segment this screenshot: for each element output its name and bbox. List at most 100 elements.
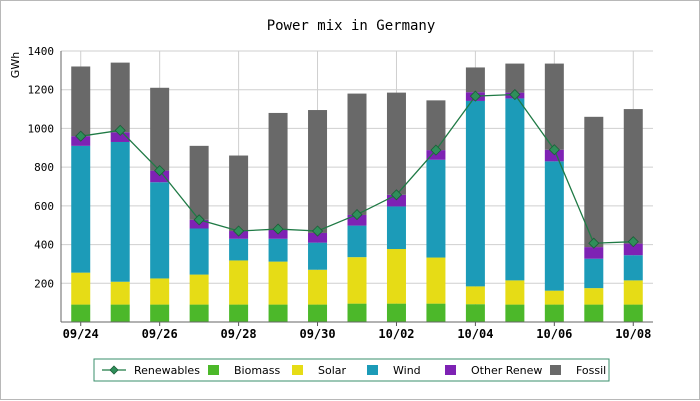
- bar-biomass: [347, 303, 367, 322]
- x-tick-label: 10/04: [457, 327, 493, 341]
- bar-other-renew: [150, 170, 170, 183]
- x-tick-label: 10/02: [378, 327, 414, 341]
- x-tick-label: 09/24: [63, 327, 99, 341]
- bar-solar: [426, 257, 446, 304]
- legend-label-wind: Wind: [393, 364, 421, 377]
- bar-biomass: [584, 304, 604, 322]
- bar-biomass: [623, 304, 643, 322]
- y-tick-label: 400: [34, 239, 54, 252]
- bar-solar: [189, 274, 209, 305]
- renewables-point: [627, 236, 639, 248]
- bar-solar: [584, 288, 604, 305]
- bar-wind: [308, 242, 328, 270]
- legend-label-biomass: Biomass: [234, 364, 281, 377]
- x-tick-label: 10/08: [615, 327, 651, 341]
- bar-biomass: [268, 304, 288, 322]
- bar-fossil: [150, 87, 170, 171]
- legend-label-renewables: Renewables: [134, 364, 200, 377]
- renewables-point: [548, 144, 560, 156]
- renewables-point: [75, 130, 87, 142]
- x-tick-label: 09/28: [221, 327, 257, 341]
- bar-solar: [308, 269, 328, 305]
- bar-fossil: [110, 62, 130, 133]
- y-axis-label: GWh: [9, 52, 22, 78]
- renewables-point: [311, 225, 324, 237]
- bar-biomass: [544, 304, 564, 322]
- bar-fossil: [347, 93, 367, 215]
- legend-swatch-wind: [367, 365, 378, 375]
- bar-solar: [465, 286, 485, 305]
- bar-wind: [544, 161, 564, 291]
- renewables-point: [193, 214, 205, 226]
- legend-label-other-renew: Other Renew: [471, 364, 542, 377]
- renewables-point: [588, 237, 600, 249]
- bar-solar: [71, 272, 91, 305]
- legend-swatch-solar: [292, 365, 303, 375]
- y-tick-label: 600: [34, 200, 54, 213]
- y-tick-label: 800: [34, 161, 54, 174]
- legend-label-fossil: Fossil: [576, 364, 606, 377]
- bar-solar: [386, 249, 406, 304]
- bar-fossil: [189, 145, 209, 220]
- bar-other-renew: [544, 149, 564, 162]
- bar-wind: [268, 238, 288, 262]
- x-tick-label: 10/06: [536, 327, 572, 341]
- bar-fossil: [386, 92, 406, 195]
- bar-other-renew: [347, 214, 367, 226]
- bar-solar: [229, 260, 249, 305]
- y-tick-label: 1400: [28, 45, 55, 58]
- bar-fossil: [308, 110, 328, 233]
- bar-wind: [347, 225, 367, 258]
- bar-solar: [150, 278, 170, 305]
- renewables-point: [390, 189, 403, 201]
- bar-wind: [189, 228, 209, 275]
- bar-fossil: [229, 155, 249, 232]
- bar-wind: [465, 100, 485, 287]
- bar-biomass: [308, 304, 328, 322]
- bar-fossil: [505, 63, 525, 93]
- legend-swatch-fossil: [550, 365, 561, 375]
- renewables-point: [114, 124, 126, 136]
- bar-fossil: [623, 109, 643, 244]
- y-tick-label: 1200: [28, 84, 55, 97]
- bar-wind: [386, 206, 406, 250]
- bar-fossil: [426, 100, 446, 151]
- x-tick-label: 09/30: [299, 327, 335, 341]
- y-tick-label: 200: [34, 277, 54, 290]
- bar-wind: [229, 238, 249, 261]
- legend-swatch-other-renew: [445, 365, 456, 375]
- renewables-point: [469, 90, 481, 102]
- bar-fossil: [544, 63, 564, 150]
- bar-biomass: [150, 304, 170, 322]
- legend: Renewables Biomass Solar Wind Other Renew Fos…: [93, 358, 610, 382]
- bar-solar: [268, 261, 288, 305]
- renewables-point: [272, 223, 284, 235]
- bar-biomass: [386, 303, 406, 322]
- bar-wind: [150, 182, 170, 279]
- bar-fossil: [465, 67, 485, 93]
- renewables-point: [233, 225, 245, 237]
- y-tick-label: 1000: [28, 122, 55, 135]
- bar-other-renew: [623, 243, 643, 256]
- bar-biomass: [505, 304, 525, 322]
- bar-biomass: [426, 303, 446, 322]
- legend-swatch-biomass: [208, 365, 219, 375]
- bar-solar: [110, 281, 130, 305]
- bar-biomass: [229, 304, 249, 322]
- bar-biomass: [110, 304, 130, 322]
- bar-fossil: [268, 112, 288, 230]
- bar-biomass: [189, 304, 209, 322]
- plot-area: 200 400 600 800 1000 1200 1400 09/24 09/26 09/28 0…: [28, 45, 653, 341]
- renewables-point: [154, 165, 166, 177]
- bar-biomass: [465, 304, 485, 322]
- renewables-point: [351, 209, 363, 221]
- bar-wind: [584, 258, 604, 289]
- bar-wind: [426, 159, 446, 258]
- bar-solar: [505, 280, 525, 305]
- bar-biomass: [71, 304, 91, 322]
- bar-fossil: [71, 66, 91, 137]
- bar-wind: [71, 145, 91, 273]
- bar-solar: [544, 290, 564, 305]
